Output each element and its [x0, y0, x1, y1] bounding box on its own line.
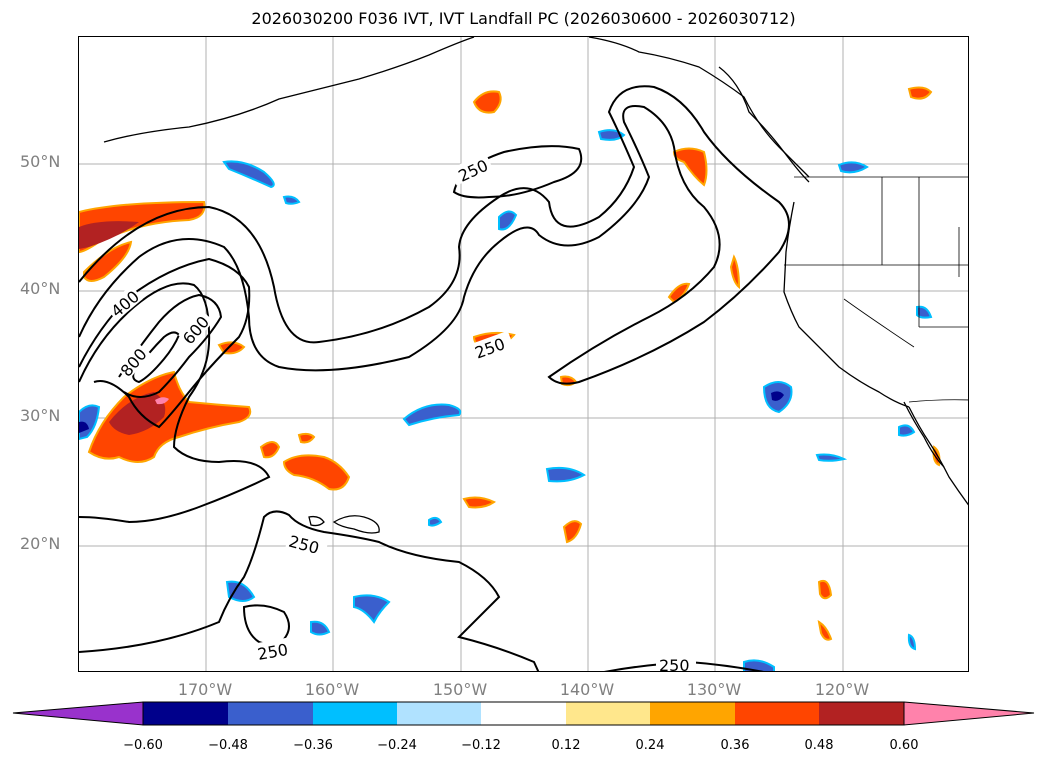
map-svg: 250 400 600 800 250 250 250 250	[79, 37, 968, 672]
colorbar	[12, 701, 1035, 726]
contour-label-group: 250 400 600 800 250 250 250 250	[105, 152, 696, 672]
colorbar-tick: −0.24	[377, 738, 417, 753]
lon-label-120w: 120°W	[814, 680, 870, 699]
anomaly-patch	[79, 421, 89, 433]
map-panel[interactable]: 250 400 600 800 250 250 250 250	[78, 36, 969, 672]
baja-coast	[908, 406, 968, 506]
hawaii-small	[308, 515, 325, 527]
colorbar-extend-min	[12, 701, 144, 726]
colorbar-tick: −0.36	[293, 738, 333, 753]
graticule	[79, 37, 968, 671]
lat-label-50n: 50°N	[20, 152, 61, 171]
anomaly-patch	[815, 453, 848, 462]
anomaly-patch	[310, 620, 331, 636]
colorbar-extend-max	[903, 701, 1035, 726]
colorbar-segment	[566, 702, 650, 725]
colorbar-tick: −0.60	[123, 738, 163, 753]
map-title: 2026030200 F036 IVT, IVT Landfall PC (20…	[251, 9, 796, 28]
anomaly-patch	[282, 195, 301, 205]
positive-anomaly-fills	[79, 86, 941, 641]
colorbar-segment	[143, 702, 228, 725]
anomaly-patch	[545, 466, 586, 483]
lon-label-160w: 160°W	[304, 680, 360, 699]
lon-label-130w: 130°W	[686, 680, 742, 699]
contour-label: 250	[256, 640, 289, 664]
colorbar-tick: 0.24	[635, 738, 665, 753]
anomaly-patch	[109, 392, 166, 435]
lon-label-140w: 140°W	[559, 680, 615, 699]
colorbar-tick: 0.60	[889, 738, 919, 753]
lon-label-170w: 170°W	[177, 680, 233, 699]
anomaly-patch	[222, 160, 275, 189]
anomaly-patch	[771, 391, 784, 401]
anomaly-patch	[817, 619, 833, 641]
colorbar-segment	[397, 702, 481, 725]
anomaly-patch	[282, 454, 351, 491]
anomaly-patch	[79, 200, 206, 254]
alaska-coast	[103, 37, 475, 143]
anomaly-patch	[472, 90, 502, 114]
anomaly-patch	[259, 441, 281, 459]
anomaly-patch	[729, 254, 741, 290]
anomaly-patch	[353, 594, 391, 624]
anomaly-patch	[155, 397, 169, 405]
anomaly-patch	[907, 86, 933, 100]
anomaly-patch	[225, 580, 256, 602]
lat-label-40n: 40°N	[20, 279, 61, 298]
contour-600	[118, 293, 223, 398]
negative-anomaly-fills	[79, 129, 933, 671]
colorbar-tick: −0.48	[208, 738, 248, 753]
colorbar-tick: 0.36	[720, 738, 750, 753]
contour-250-island	[242, 604, 290, 645]
us-west-coast	[783, 201, 910, 408]
colorbar-segment	[313, 702, 397, 725]
lat-label-30n: 30°N	[20, 406, 61, 425]
anomaly-patch	[79, 221, 139, 249]
baja-peninsula	[903, 401, 945, 468]
colorbar-tick: 0.12	[551, 738, 581, 753]
anomaly-patch	[498, 210, 518, 231]
hawaii-big	[332, 515, 380, 534]
anomaly-patch	[83, 240, 133, 282]
lon-label-150w: 150°W	[432, 680, 488, 699]
anomaly-patch	[462, 496, 496, 509]
colorbar-segment	[228, 702, 313, 725]
colorbar-segment	[735, 702, 819, 725]
coastlines	[103, 37, 968, 534]
anomaly-patch	[297, 432, 316, 444]
anomaly-patch	[743, 659, 775, 671]
anomaly-patch	[672, 147, 708, 187]
contour-label: 250	[659, 656, 690, 672]
contour-250-outer	[79, 85, 790, 385]
state-borders	[784, 176, 968, 403]
contour-250-inner	[79, 282, 271, 524]
contour-250-south	[79, 510, 540, 671]
anomaly-patch	[428, 516, 443, 527]
colorbar-segment	[650, 702, 735, 725]
anomaly-patch	[402, 403, 462, 427]
colorbar-tick: −0.12	[461, 738, 501, 753]
ivt-contours	[79, 85, 790, 671]
colorbar-segment	[481, 702, 566, 725]
anomaly-patch	[898, 424, 916, 437]
bc-coast	[718, 66, 810, 183]
contour-label: 250	[287, 532, 321, 558]
anomaly-patch	[837, 161, 869, 174]
anomaly-patch	[562, 520, 583, 544]
contour-250-top	[452, 145, 583, 199]
colorbar-segment	[819, 702, 904, 725]
contour-800	[132, 331, 181, 384]
anomaly-patch	[817, 579, 833, 600]
contour-400	[79, 257, 251, 429]
anomaly-patch	[907, 633, 917, 651]
lat-label-20n: 20°N	[20, 534, 61, 553]
colorbar-tick: 0.48	[804, 738, 834, 753]
